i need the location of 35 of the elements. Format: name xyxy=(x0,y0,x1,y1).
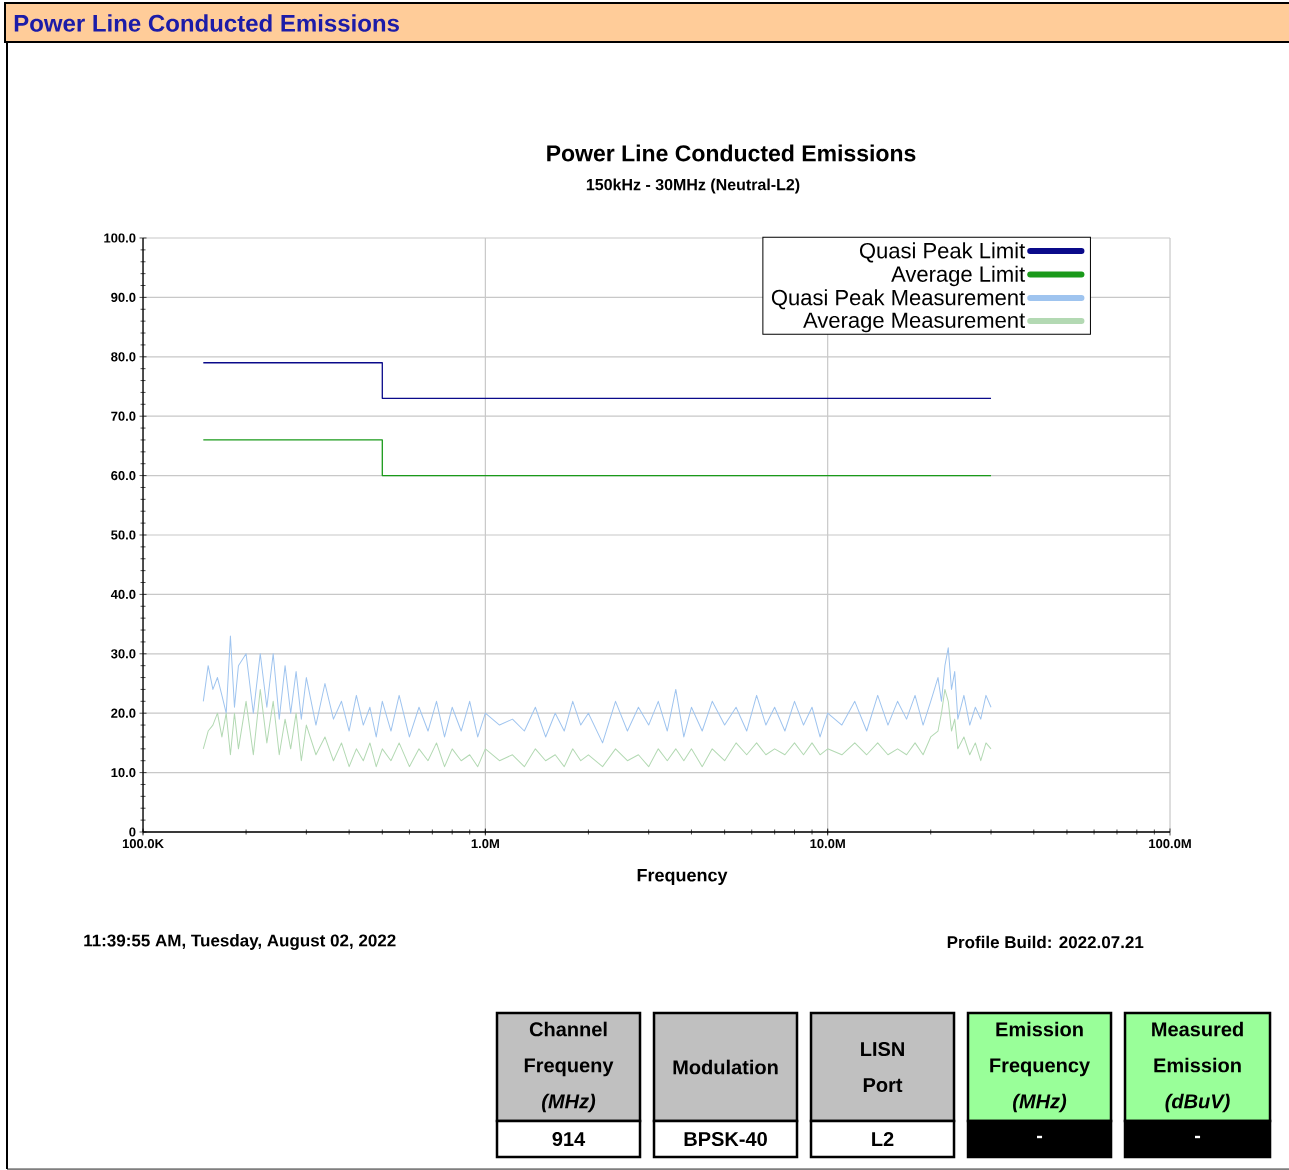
legend-label: Average Measurement xyxy=(803,312,1026,333)
y-tick-label: 50.0 xyxy=(111,530,136,540)
text: - xyxy=(1036,1135,1043,1139)
legend-label: Quasi Peak Limit xyxy=(859,242,1026,263)
text: BPSK-40 xyxy=(684,1131,767,1147)
y-tick-label: 100.0 xyxy=(104,233,136,243)
text: Measured Emission (dBuV) xyxy=(1152,1021,1243,1113)
text: Power Line Conducted Emissions xyxy=(14,14,399,32)
text: 914 xyxy=(552,1131,586,1147)
y-tick-label: 60.0 xyxy=(111,470,136,481)
y-tick-label: 70.0 xyxy=(111,411,136,421)
text: LISN Port xyxy=(861,1041,904,1093)
y-tick-label: 20.0 xyxy=(111,708,136,718)
text: Emission Frequency (MHz) xyxy=(990,1021,1090,1113)
x-tick-label: 1.0M xyxy=(471,839,499,849)
y-tick-label: 40.0 xyxy=(110,589,136,599)
y-tick-label: 10.0 xyxy=(111,767,136,778)
text: 11:39:55 AM, Tuesday, August 02, 2022 xyxy=(84,934,396,950)
text: - xyxy=(1194,1135,1201,1139)
y-tick-label: 90.0 xyxy=(111,292,136,302)
text: L2 xyxy=(872,1132,894,1146)
legend-label: Average Limit xyxy=(891,265,1026,287)
y-tick-label: 0 xyxy=(129,827,136,837)
y-tick-label: 30.0 xyxy=(111,649,136,659)
chart-title: Power Line Conducted Emissions xyxy=(547,144,916,162)
text: Profile Build: 2022.07.21 xyxy=(947,935,1144,949)
x-tick-label: 10.0M xyxy=(810,839,845,849)
y-tick-label: 80.0 xyxy=(111,352,136,362)
x-tick-label: 100.0K xyxy=(122,839,164,849)
x-tick-label: 100.0M xyxy=(1149,839,1191,849)
chart-subtitle: 150kHz - 30MHz (Neutral-L2) xyxy=(586,178,800,194)
legend-label: Quasi Peak Measurement xyxy=(771,289,1026,310)
x-axis-title: Frequency xyxy=(637,868,728,886)
text: Modulation xyxy=(673,1059,778,1075)
text: Channel Frequeny (MHz) xyxy=(524,1021,614,1113)
